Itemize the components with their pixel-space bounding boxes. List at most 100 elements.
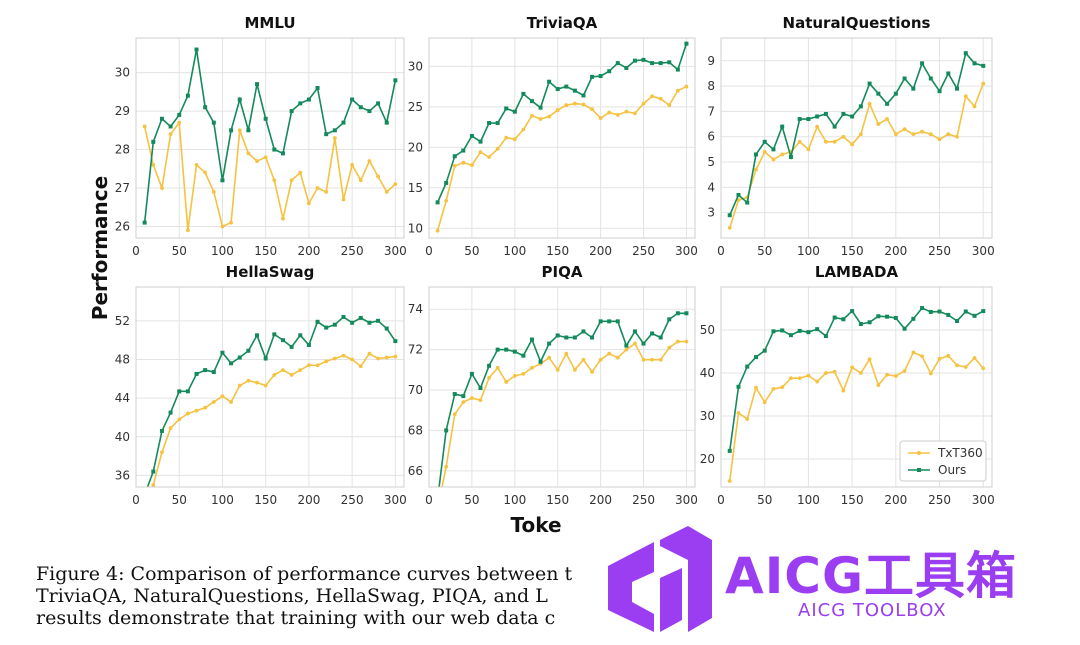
- y-tick-label: 48: [115, 352, 130, 366]
- data-point-ours: [168, 124, 173, 129]
- data-point-ours: [581, 93, 586, 98]
- data-point-ours: [920, 61, 925, 66]
- chart-title: MMLU: [244, 14, 295, 32]
- data-point-ours: [229, 128, 234, 133]
- data-point-ours: [237, 355, 242, 360]
- data-point-ours: [893, 91, 898, 96]
- data-point-ours: [315, 319, 320, 324]
- data-point-ours: [590, 74, 595, 79]
- data-point-txt360: [298, 368, 303, 372]
- data-point-txt360: [624, 347, 629, 352]
- data-point-txt360: [581, 102, 586, 107]
- data-point-ours: [641, 341, 646, 346]
- caption-line-1: Figure 4: Comparison of performance curv…: [36, 563, 573, 585]
- data-point-ours: [815, 327, 820, 332]
- data-point-txt360: [246, 151, 251, 156]
- data-point-ours: [529, 337, 534, 342]
- x-tick-label: 200: [589, 244, 612, 258]
- data-point-txt360: [762, 150, 767, 154]
- data-point-ours: [780, 124, 785, 129]
- series-line-ours: [728, 307, 984, 451]
- data-point-ours: [487, 121, 492, 126]
- y-tick-label: 8: [707, 79, 715, 93]
- data-point-txt360: [641, 357, 646, 362]
- data-point-ours: [632, 58, 637, 63]
- data-point-ours: [203, 368, 208, 373]
- data-point-txt360: [512, 373, 517, 378]
- x-tick-label: 300: [675, 493, 698, 507]
- data-point-txt360: [512, 137, 517, 142]
- x-tick-label: 250: [341, 493, 364, 507]
- data-point-ours: [298, 101, 303, 106]
- data-point-ours: [289, 344, 294, 349]
- data-point-ours: [736, 192, 741, 197]
- x-tick-label: 150: [254, 493, 277, 507]
- y-tick-label: 5: [707, 155, 715, 169]
- data-point-txt360: [272, 373, 277, 377]
- data-point-txt360: [902, 368, 907, 373]
- data-point-ours: [469, 371, 474, 376]
- series-line-ours: [729, 51, 984, 216]
- data-point-ours: [876, 91, 881, 96]
- data-point-ours: [658, 61, 663, 66]
- data-point-ours: [367, 109, 372, 114]
- data-point-txt360: [324, 359, 329, 364]
- data-point-txt360: [607, 351, 612, 356]
- data-point-txt360: [461, 160, 466, 165]
- data-point-ours: [632, 329, 637, 334]
- data-point-ours: [495, 121, 500, 126]
- data-point-ours: [521, 91, 526, 96]
- x-tick-label: 300: [384, 244, 407, 258]
- data-point-txt360: [478, 398, 483, 403]
- data-point-txt360: [168, 132, 173, 137]
- data-point-txt360: [946, 353, 951, 358]
- data-point-txt360: [824, 139, 828, 144]
- data-point-ours: [920, 306, 925, 311]
- data-point-txt360: [143, 501, 147, 505]
- y-tick-label: 6: [707, 130, 715, 144]
- data-point-ours: [963, 309, 968, 314]
- data-point-ours: [650, 331, 655, 336]
- data-point-txt360: [168, 426, 173, 430]
- data-point-ours: [780, 328, 785, 333]
- data-point-ours: [504, 106, 509, 111]
- data-point-ours: [607, 69, 612, 74]
- data-point-txt360: [263, 383, 268, 388]
- data-point-ours: [572, 88, 577, 93]
- data-point-txt360: [911, 350, 916, 355]
- data-point-txt360: [633, 111, 637, 116]
- data-point-ours: [194, 47, 199, 52]
- data-point-txt360: [615, 113, 620, 117]
- data-point-txt360: [893, 374, 898, 378]
- y-tick-label: 68: [408, 423, 423, 437]
- plot-frame: [428, 286, 696, 488]
- data-point-txt360: [281, 216, 285, 221]
- data-point-ours: [246, 128, 251, 133]
- data-point-ours: [581, 329, 586, 334]
- data-point-ours: [615, 319, 620, 324]
- data-point-txt360: [841, 388, 846, 393]
- caption-line-3: results demonstrate that training with o…: [36, 607, 556, 629]
- y-tick-label: 26: [115, 219, 130, 233]
- data-point-ours: [598, 74, 603, 79]
- data-point-ours: [332, 322, 337, 327]
- data-point-ours: [393, 339, 398, 344]
- data-point-ours: [436, 497, 440, 501]
- data-point-ours: [159, 116, 164, 121]
- data-point-ours: [832, 124, 837, 129]
- data-point-ours: [937, 309, 942, 314]
- data-point-ours: [745, 364, 750, 369]
- legend-label-txt360: TxT360: [937, 446, 983, 460]
- data-point-txt360: [272, 178, 277, 183]
- data-point-ours: [564, 335, 569, 340]
- data-point-ours: [495, 347, 500, 352]
- data-point-ours: [194, 371, 199, 376]
- plot-area: [142, 47, 398, 233]
- data-point-ours: [341, 120, 346, 125]
- x-tick-label: 200: [589, 493, 612, 507]
- data-point-ours: [624, 343, 629, 348]
- data-point-ours: [393, 78, 398, 83]
- x-tick-label: 50: [464, 493, 479, 507]
- y-tick-label: 52: [115, 314, 130, 328]
- data-point-txt360: [487, 376, 491, 380]
